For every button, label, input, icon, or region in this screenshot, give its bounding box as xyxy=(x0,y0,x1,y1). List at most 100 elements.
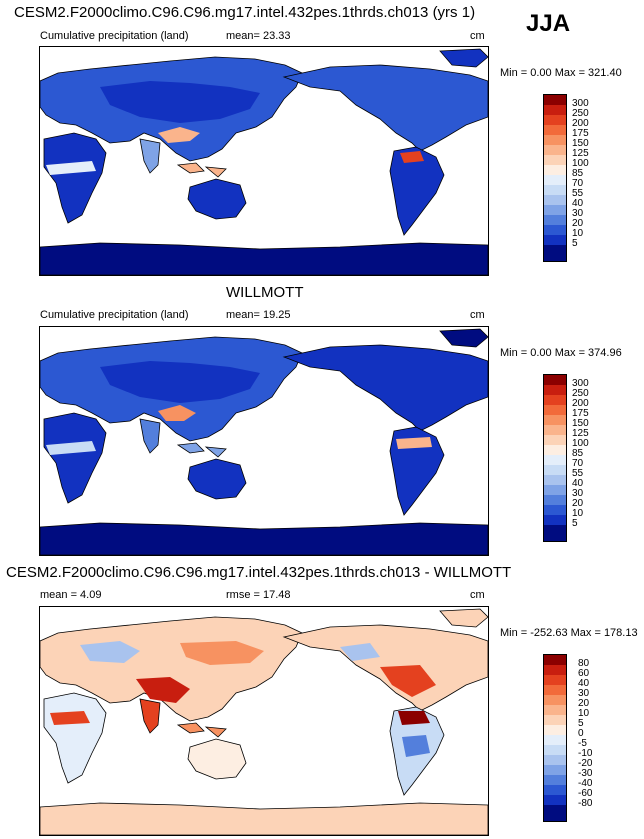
panel3-cbar-label: 10 xyxy=(578,708,590,719)
panel2-cbar-label: 30 xyxy=(572,488,584,499)
panel3-cbar-label: -20 xyxy=(578,758,593,769)
landmass-australia xyxy=(187,458,247,500)
panel3-cbar-label: 5 xyxy=(578,718,584,729)
panel1-cbar-label: 200 xyxy=(572,118,589,129)
panel3-cbar-label: -60 xyxy=(578,788,593,799)
panel3-cbar-label: 20 xyxy=(578,698,590,709)
panel2-map xyxy=(39,326,489,556)
landmass-australia xyxy=(187,738,247,780)
panel2-cbar-label: 55 xyxy=(572,468,584,479)
panel2-cbar-label: 5 xyxy=(572,518,578,529)
landmass-antarctica xyxy=(40,242,488,275)
panel2-cbar-label: 20 xyxy=(572,498,584,509)
landmass-greenland xyxy=(439,608,488,628)
landmass-na-blue xyxy=(340,643,380,661)
panel3-cbar-label: -40 xyxy=(578,778,593,789)
panel3-cbar-label: -5 xyxy=(578,738,587,749)
panel1-map xyxy=(39,46,489,276)
landmass-himalaya xyxy=(158,127,200,143)
panel3-title: CESM2.F2000climo.C96.C96.mg17.intel.432p… xyxy=(6,564,512,581)
landmass-africa xyxy=(43,412,107,504)
panel3-map xyxy=(39,606,489,836)
landmass-india xyxy=(139,138,161,174)
panel1-cbar-label: 125 xyxy=(572,148,589,159)
landmass-india xyxy=(139,418,161,454)
landmass-amazon-hotspot xyxy=(400,151,424,163)
panel3-mean: mean = 4.09 xyxy=(40,589,102,601)
panel1-cbar-label: 30 xyxy=(572,208,584,219)
landmass-north-america xyxy=(282,64,488,152)
landmass-africa xyxy=(43,692,107,784)
landmass-amazon-red xyxy=(398,711,430,725)
landmass-india xyxy=(139,698,161,734)
panel2-cbar-label: 250 xyxy=(572,388,589,399)
panel2-colorbar xyxy=(543,374,567,542)
landmass-sa-blue xyxy=(402,735,430,757)
panel1-cbar-label: 300 xyxy=(572,98,589,109)
panel2-cbar-label: 150 xyxy=(572,418,589,429)
panel3-rmse: rmse = 17.48 xyxy=(226,589,291,601)
landmass-eurasia-red xyxy=(180,641,264,665)
landmass-antarctica xyxy=(40,802,488,835)
panel1-units: cm xyxy=(470,30,485,42)
panel3-cbar-label: 60 xyxy=(578,668,590,679)
panel3-minmax: Min = -252.63 Max = 178.13 xyxy=(500,627,638,639)
landmass-south-america xyxy=(389,146,445,236)
panel2-cbar-label: 100 xyxy=(572,438,589,449)
landmass-africa-red xyxy=(50,711,90,725)
panel2-cbar-label: 10 xyxy=(572,508,584,519)
landmass-indonesia xyxy=(176,722,227,738)
landmass-antarctica xyxy=(40,522,488,555)
panel1-cbar-label: 5 xyxy=(572,238,578,249)
panel1-colorbar xyxy=(543,94,567,262)
landmass-himalaya xyxy=(158,405,196,421)
panel1-cbar-label: 70 xyxy=(572,178,584,189)
season-label: JJA xyxy=(526,10,571,37)
panel3-cbar-label: 40 xyxy=(578,678,590,689)
landmass-north-america xyxy=(282,344,488,432)
landmass-eurasia-inner xyxy=(100,361,260,403)
panel2-cbar-label: 70 xyxy=(572,458,584,469)
panel1-cbar-label: 175 xyxy=(572,128,589,139)
landmass-africa xyxy=(43,132,107,224)
landmass-australia xyxy=(187,178,247,220)
panel1-variable-label: Cumulative precipitation (land) xyxy=(40,30,189,42)
panel2-cbar-label: 200 xyxy=(572,398,589,409)
landmass-south-america xyxy=(389,426,445,516)
panel3-cbar-label: 80 xyxy=(578,658,590,669)
panel2-cbar-label: 40 xyxy=(572,478,584,489)
panel1-mean: mean= 23.33 xyxy=(226,30,291,42)
panel1-title: CESM2.F2000climo.C96.C96.mg17.intel.432p… xyxy=(14,4,476,21)
landmass-himalaya-red xyxy=(136,677,190,703)
landmass-indonesia xyxy=(176,442,227,458)
landmass-greenland xyxy=(439,48,488,68)
panel1-cbar-label: 10 xyxy=(572,228,584,239)
panel1-cbar-label: 250 xyxy=(572,108,589,119)
landmass-africa-band xyxy=(46,161,96,175)
landmass-africa-band xyxy=(46,441,96,455)
landmass-indonesia xyxy=(176,162,227,178)
panel3-units: cm xyxy=(470,589,485,601)
panel3-cbar-label: -10 xyxy=(578,748,593,759)
panel2-units: cm xyxy=(470,309,485,321)
panel1-cbar-label: 150 xyxy=(572,138,589,149)
landmass-eurasia-blue xyxy=(80,641,140,663)
panel1-cbar-label: 55 xyxy=(572,188,584,199)
panel3-cbar-label: 30 xyxy=(578,688,590,699)
panel3-cbar-label: -80 xyxy=(578,798,593,809)
landmass-eurasia-inner xyxy=(100,81,260,123)
panel3-cbar-label: 0 xyxy=(578,728,584,739)
landmass-na-red xyxy=(380,665,436,697)
panel2-cbar-label: 175 xyxy=(572,408,589,419)
panel2-title: WILLMOTT xyxy=(226,284,304,301)
panel1-cbar-label: 100 xyxy=(572,158,589,169)
panel2-minmax: Min = 0.00 Max = 374.96 xyxy=(500,347,622,359)
panel2-cbar-label: 300 xyxy=(572,378,589,389)
panel3-colorbar xyxy=(543,654,567,822)
panel3-cbar-label: -30 xyxy=(578,768,593,779)
landmass-amazon-band xyxy=(396,437,432,449)
panel1-cbar-label: 85 xyxy=(572,168,584,179)
panel1-minmax: Min = 0.00 Max = 321.40 xyxy=(500,67,622,79)
landmass-greenland xyxy=(439,328,488,348)
panel2-variable-label: Cumulative precipitation (land) xyxy=(40,309,189,321)
